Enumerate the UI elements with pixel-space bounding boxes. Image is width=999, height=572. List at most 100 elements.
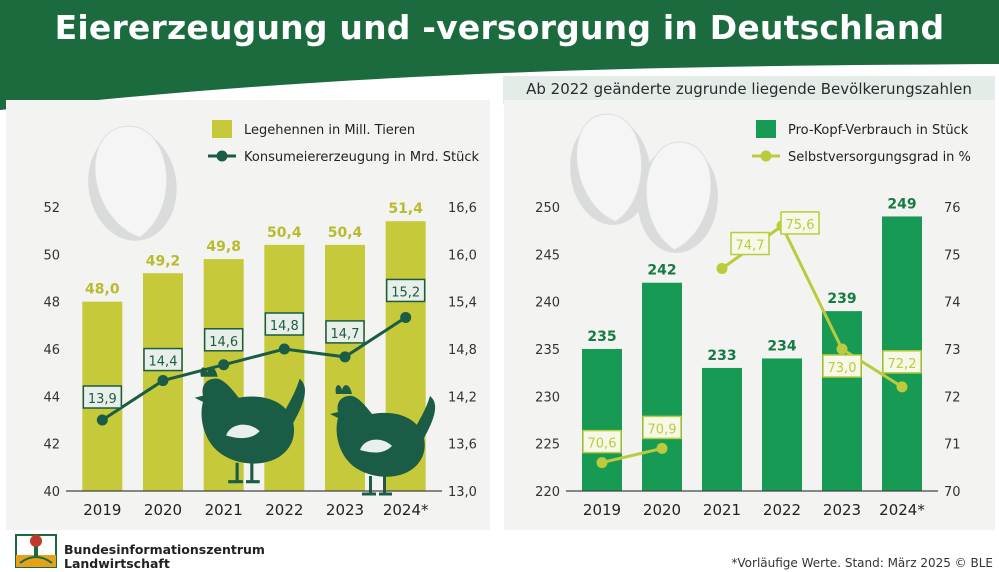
line-value-label: 70,6 <box>588 437 617 452</box>
line-value-box <box>882 350 922 374</box>
line-value-box <box>780 211 820 235</box>
y-right-tick-label: 75 <box>944 248 961 263</box>
line-value-label: 15,2 <box>391 285 420 300</box>
line-value-label: 72,2 <box>888 357 917 372</box>
y-left-tick-label: 52 <box>43 201 60 216</box>
bar-value-label: 49,8 <box>206 239 241 255</box>
x-tick-label: 2021 <box>205 501 243 519</box>
hen-wing <box>360 439 392 453</box>
x-tick-label: 2023 <box>326 501 364 519</box>
y-left-tick-label: 50 <box>43 248 60 263</box>
line-value-box <box>143 347 183 372</box>
line-value-label: 70,9 <box>648 422 677 437</box>
bar-value-label: 234 <box>767 338 796 354</box>
legend-label-bar: Pro-Kopf-Verbrauch in Stück <box>788 123 969 138</box>
hen-body <box>194 378 295 464</box>
bar-value-label: 239 <box>827 291 856 307</box>
chart-right: 220 225 230 235 240 245 250 70 71 72 73 74 75 76 2019 2… <box>504 100 995 530</box>
line-value-label: 75,6 <box>786 218 815 233</box>
hen-body <box>330 395 425 477</box>
line-point <box>96 414 108 426</box>
line-value-label: 14,7 <box>331 327 360 342</box>
y-left-tick-label: 240 <box>535 296 560 311</box>
line-value-box <box>642 415 682 440</box>
y-left-tick-label: 235 <box>535 343 560 358</box>
line-point <box>218 359 230 371</box>
legend-swatch-bar <box>212 120 232 138</box>
y-left-tick-label: 46 <box>43 343 60 358</box>
legend-swatch-bar <box>756 120 776 138</box>
line-value-box <box>385 278 426 303</box>
x-tick-label: 2023 <box>823 501 861 519</box>
y-left-tick-label: 230 <box>535 390 560 405</box>
y-right-tick-label: 14,8 <box>448 343 477 358</box>
y-left-tick-label: 44 <box>43 390 60 405</box>
line-point <box>400 311 412 323</box>
series-line <box>101 316 407 422</box>
y-right-tick-label: 73 <box>944 343 961 358</box>
x-tick-label: 2022 <box>265 501 303 519</box>
line-value-box <box>325 320 365 344</box>
egg-icon <box>637 141 718 253</box>
bar-2020 <box>642 282 682 491</box>
header-swoosh <box>0 60 999 110</box>
hen-tail <box>282 378 305 423</box>
ble-logo <box>15 534 57 568</box>
series-line-segment-0 <box>601 446 663 465</box>
y-left-tick-label: 48 <box>43 296 60 311</box>
egg-shape <box>94 126 168 239</box>
bar-value-label: 48,0 <box>85 282 120 298</box>
line-value-label: 14,8 <box>270 319 299 334</box>
hen-leg <box>235 462 239 482</box>
y-right-tick-label: 16,6 <box>448 201 477 216</box>
line-value-label: 14,4 <box>149 355 178 370</box>
line-value-box <box>82 385 123 409</box>
line-value-label: 74,7 <box>736 239 765 254</box>
line-value-box <box>582 429 622 454</box>
legend-swatch-point <box>760 150 772 162</box>
legend-swatch-point <box>216 150 228 162</box>
line-point <box>278 343 290 355</box>
y-right-tick-label: 74 <box>944 296 961 311</box>
bar-value-label: 50,4 <box>267 225 302 241</box>
y-right-tick-label: 71 <box>944 438 961 453</box>
y-left-tick-label: 225 <box>535 438 560 453</box>
legend-label-line: Konsumeiererzeugung in Mrd. Stück <box>244 150 480 165</box>
x-tick-label: 2021 <box>703 501 741 519</box>
bar-value-label: 50,4 <box>328 225 363 241</box>
y-left-tick-label: 220 <box>535 485 560 500</box>
egg-shape <box>645 141 712 251</box>
bar-value-label: 249 <box>887 196 916 212</box>
y-right-tick-label: 72 <box>944 390 961 405</box>
bar-value-label: 51,4 <box>388 201 423 217</box>
legend-label-bar: Legehennen in Mill. Tieren <box>244 123 415 138</box>
subtitle: Ab 2022 geänderte zugrunde liegende Bevö… <box>526 80 972 98</box>
y-left-tick-label: 250 <box>535 201 560 216</box>
bar-2023 <box>822 311 862 491</box>
y-right-tick-label: 16,0 <box>448 248 477 263</box>
footnote: *Vorläufige Werte. Stand: März 2025 © BL… <box>731 556 993 570</box>
line-point <box>716 263 728 275</box>
line-value-label: 13,9 <box>88 392 117 407</box>
bar-value-label: 49,2 <box>146 253 181 269</box>
organization-name: Bundesinformationszentrum Landwirtschaft <box>64 542 265 571</box>
egg-shape <box>576 113 643 223</box>
bar-value-label: 242 <box>647 263 676 279</box>
page-title: Eiererzeugung und -versorgung in Deutsch… <box>54 8 945 47</box>
line-point <box>656 442 668 454</box>
x-tick-label: 2024* <box>383 501 429 519</box>
line-value-box <box>822 354 862 378</box>
line-point <box>896 381 908 393</box>
hen-icon <box>330 385 436 496</box>
y-left-tick-label: 42 <box>43 438 60 453</box>
y-right-tick-label: 13,6 <box>448 438 477 453</box>
y-right-tick-label: 70 <box>944 485 961 500</box>
legend-label-line: Selbstversorgungsgrad in % <box>788 150 971 165</box>
x-tick-label: 2019 <box>583 501 621 519</box>
x-tick-label: 2019 <box>83 501 121 519</box>
x-tick-label: 2020 <box>144 501 182 519</box>
bar-2019 <box>582 349 622 491</box>
x-tick-label: 2024* <box>879 501 925 519</box>
line-value-box <box>730 231 770 256</box>
line-value-label: 73,0 <box>828 361 857 376</box>
